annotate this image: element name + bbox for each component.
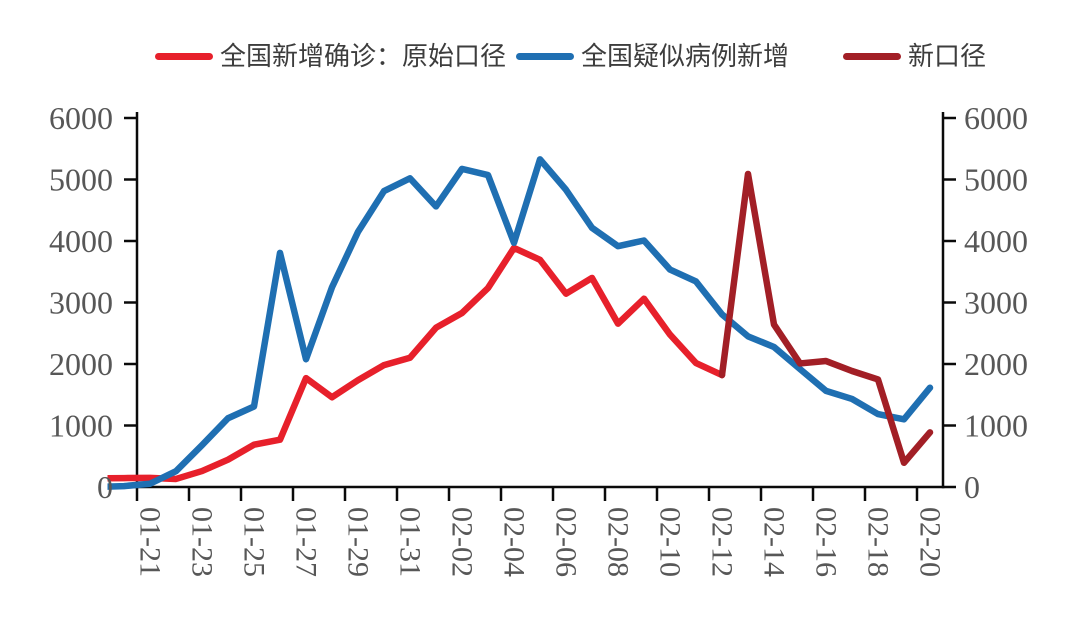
x-axis-label: 02-08: [602, 507, 635, 577]
y-axis-label-left: 5000: [49, 162, 113, 198]
series-line-0: [107, 244, 726, 483]
series-line-1: [107, 156, 934, 490]
x-axis-label: 02-02: [446, 507, 479, 577]
legend-label: 全国新增确诊：原始口径: [220, 41, 507, 71]
legend: 全国新增确诊：原始口径 全国疑似病例新增 新口径: [0, 41, 1080, 71]
x-axis-label: 02-06: [550, 507, 583, 577]
x-axis-label: 01-31: [394, 507, 427, 577]
series-line-2: [718, 170, 934, 467]
y-axis-label-left: 6000: [49, 100, 113, 136]
legend-item-new-caliber: 新口径: [843, 41, 986, 71]
axis-labels: 0 0 1000 1000 2000 2000 3000 3000 4000 4000 5000 50…: [49, 100, 1028, 577]
x-axis-label: 02-10: [654, 507, 687, 577]
y-axis-label-right: 5000: [964, 162, 1028, 198]
x-axis-label: 02-14: [758, 507, 791, 577]
y-axis-label-left: 0: [97, 469, 113, 505]
legend-swatch-red: [155, 52, 213, 60]
y-axis-label-right: 6000: [964, 100, 1028, 136]
y-axis-label-right: 4000: [964, 223, 1028, 259]
x-axis-label: 02-16: [810, 507, 843, 577]
x-axis-label: 01-29: [342, 507, 375, 577]
legend-item-confirmed-original: 全国新增确诊：原始口径: [155, 41, 506, 71]
x-axis-label: 01-25: [238, 507, 271, 577]
legend-swatch-darkred: [843, 52, 901, 60]
x-axis-label: 01-21: [134, 507, 167, 577]
legend-label: 新口径: [908, 41, 987, 71]
x-axis-label: 02-12: [706, 507, 739, 577]
legend-label: 全国疑似病例新增: [581, 41, 790, 71]
series-lines: [107, 156, 934, 490]
x-axis-label: 01-23: [186, 507, 219, 577]
y-axis-label-right: 2000: [964, 346, 1028, 382]
x-axis-label: 02-20: [914, 507, 947, 577]
y-axis-label-left: 3000: [49, 285, 113, 321]
legend-swatch-blue: [516, 52, 574, 60]
axes: [124, 112, 956, 501]
y-axis-label-left: 2000: [49, 346, 113, 382]
y-axis-label-left: 1000: [49, 408, 113, 444]
legend-item-suspected-new: 全国疑似病例新增: [516, 41, 789, 71]
y-axis-label-right: 0: [964, 469, 980, 505]
x-axis-label: 01-27: [290, 507, 323, 577]
y-axis-label-right: 3000: [964, 285, 1028, 321]
x-axis-label: 02-04: [498, 507, 531, 577]
x-axis-label: 02-18: [862, 507, 895, 577]
y-axis-label-right: 1000: [964, 408, 1028, 444]
y-axis-label-left: 4000: [49, 223, 113, 259]
